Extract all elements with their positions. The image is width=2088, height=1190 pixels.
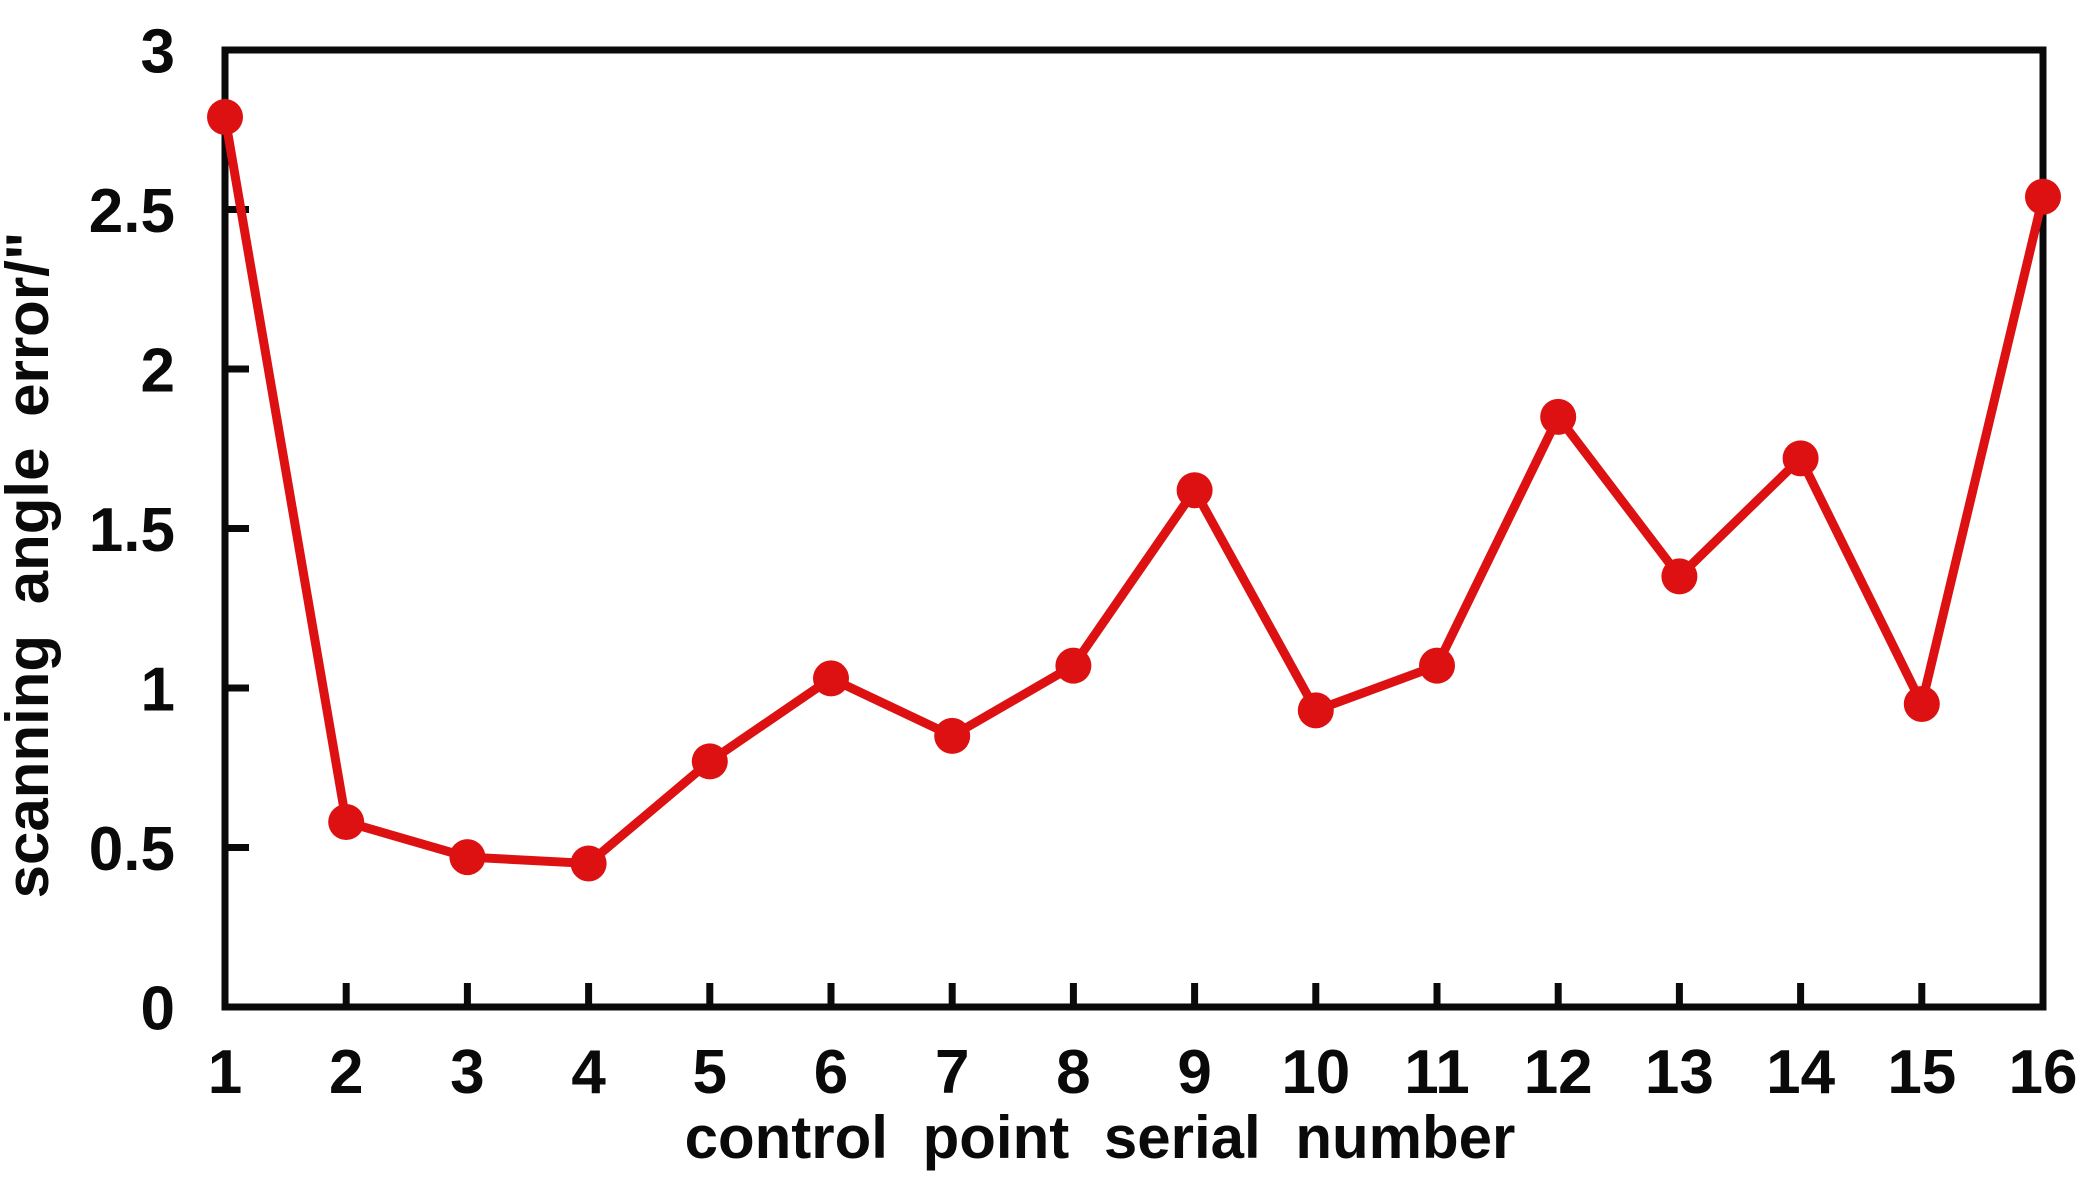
data-point [691,743,728,780]
x-tick-label: 13 [1645,1038,1714,1107]
x-tick-label: 1 [208,1038,242,1107]
x-tick-label: 8 [1056,1038,1090,1107]
x-axis-title: control point serial number [685,1104,1516,1171]
plot-area: 00.511.522.531 2 3 4 5 6 7 8 9 10 11 12 13 14 15 16 [89,17,2078,1107]
data-point [328,803,365,840]
y-tick-label: 1.5 [89,496,175,565]
x-tick-label: 9 [1177,1038,1211,1107]
y-tick-label: 1 [141,655,175,724]
data-point [1782,440,1819,477]
x-tick-label: 10 [1281,1038,1350,1107]
x-tick-label: 4 [571,1038,606,1107]
y-axis-title: scanning angle error/" [0,232,61,899]
y-tick-label: 2 [141,336,175,405]
y-tick-label: 0 [141,974,175,1043]
data-point [1661,558,1698,595]
y-tick-label: 0.5 [89,815,175,884]
data-line [220,116,2048,869]
data-point [1419,647,1455,684]
x-tick-label: 12 [1524,1038,1593,1107]
data-point [1540,398,1577,435]
data-point [934,717,971,754]
x-tick-label: 5 [693,1038,727,1107]
x-tick-label: 16 [2009,1038,2078,1107]
data-point [1055,647,1092,684]
data-point [1176,472,1213,509]
x-tick-label: 15 [1887,1038,1956,1107]
data-point [1297,692,1334,729]
y-tick-label: 3 [141,17,175,86]
data-point [207,98,243,135]
x-tick-label: 6 [814,1038,848,1107]
plot-frame [221,46,2047,1011]
y-tick-label: 2.5 [89,177,175,246]
x-tick-label: 7 [935,1038,969,1107]
data-point [1903,685,1940,722]
x-tick-label: 14 [1766,1038,1835,1107]
x-tick-label: 2 [329,1038,363,1107]
x-tick-label: 11 [1404,1038,1470,1107]
data-point [813,660,849,697]
data-point [2025,178,2061,215]
data-point [449,839,486,876]
data-point [570,845,607,882]
x-tick-label: 3 [450,1038,484,1107]
